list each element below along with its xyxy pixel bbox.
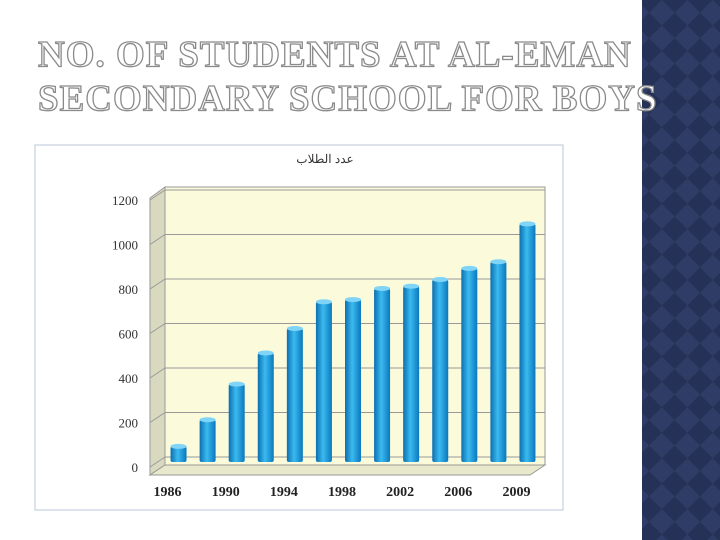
y-tick-label: 1000: [112, 237, 138, 252]
bar-top: [345, 297, 361, 303]
y-tick-label: 1200: [112, 193, 138, 208]
chart-title: عدد الطلاب: [296, 152, 353, 166]
bar: [199, 419, 216, 462]
bar: [345, 299, 361, 462]
bar-top: [228, 381, 245, 387]
x-tick-label: 1986: [154, 485, 182, 500]
grid-line-side: [149, 412, 166, 423]
bar: [519, 223, 536, 462]
x-tick-label: 2002: [386, 485, 414, 500]
bar: [490, 261, 507, 462]
x-tick-label: 2009: [502, 485, 530, 500]
bar: [228, 384, 245, 462]
bar-top: [315, 299, 332, 305]
bar-top: [432, 277, 449, 283]
y-tick-label: 600: [119, 326, 139, 341]
y-tick-label: 400: [119, 371, 139, 386]
x-tick-label: 1998: [328, 485, 356, 500]
grid-line-side: [149, 189, 166, 201]
x-tick-label: 1994: [270, 485, 298, 500]
bar-top: [374, 285, 391, 291]
x-tick-label: 2006: [444, 485, 472, 500]
bar-top: [490, 259, 507, 265]
bar: [403, 286, 420, 462]
bar-top: [286, 326, 303, 331]
grid-line-side: [149, 234, 166, 245]
side-shade: [642, 0, 720, 540]
y-tick-label: 200: [119, 415, 139, 430]
bar: [257, 352, 274, 462]
bar: [315, 301, 332, 462]
grid-line-side: [149, 367, 166, 379]
left-wall: [149, 186, 166, 476]
grid-line-side: [149, 323, 166, 334]
bar: [170, 446, 187, 462]
bar: [461, 268, 478, 462]
x-tick-label: 1990: [212, 485, 240, 500]
bar: [374, 288, 391, 462]
slide-title: NO. OF STUDENTS AT AL-EMAN: [38, 34, 632, 75]
bar-top: [170, 443, 187, 449]
bar-top: [257, 350, 274, 356]
side-panel: [642, 0, 720, 540]
slide-title: SECONDARY SCHOOL FOR BOYS: [38, 78, 658, 119]
bar-top: [199, 417, 216, 423]
y-tick-label: 800: [119, 282, 139, 297]
grid-line-side: [149, 456, 166, 468]
bar-top: [403, 283, 420, 289]
bar: [286, 328, 303, 462]
bar-top: [519, 221, 536, 227]
floor: [148, 464, 547, 476]
bar: [432, 279, 449, 462]
y-tick-label: 0: [132, 460, 139, 475]
grid-line-side: [149, 278, 166, 290]
bar-top: [461, 265, 478, 271]
